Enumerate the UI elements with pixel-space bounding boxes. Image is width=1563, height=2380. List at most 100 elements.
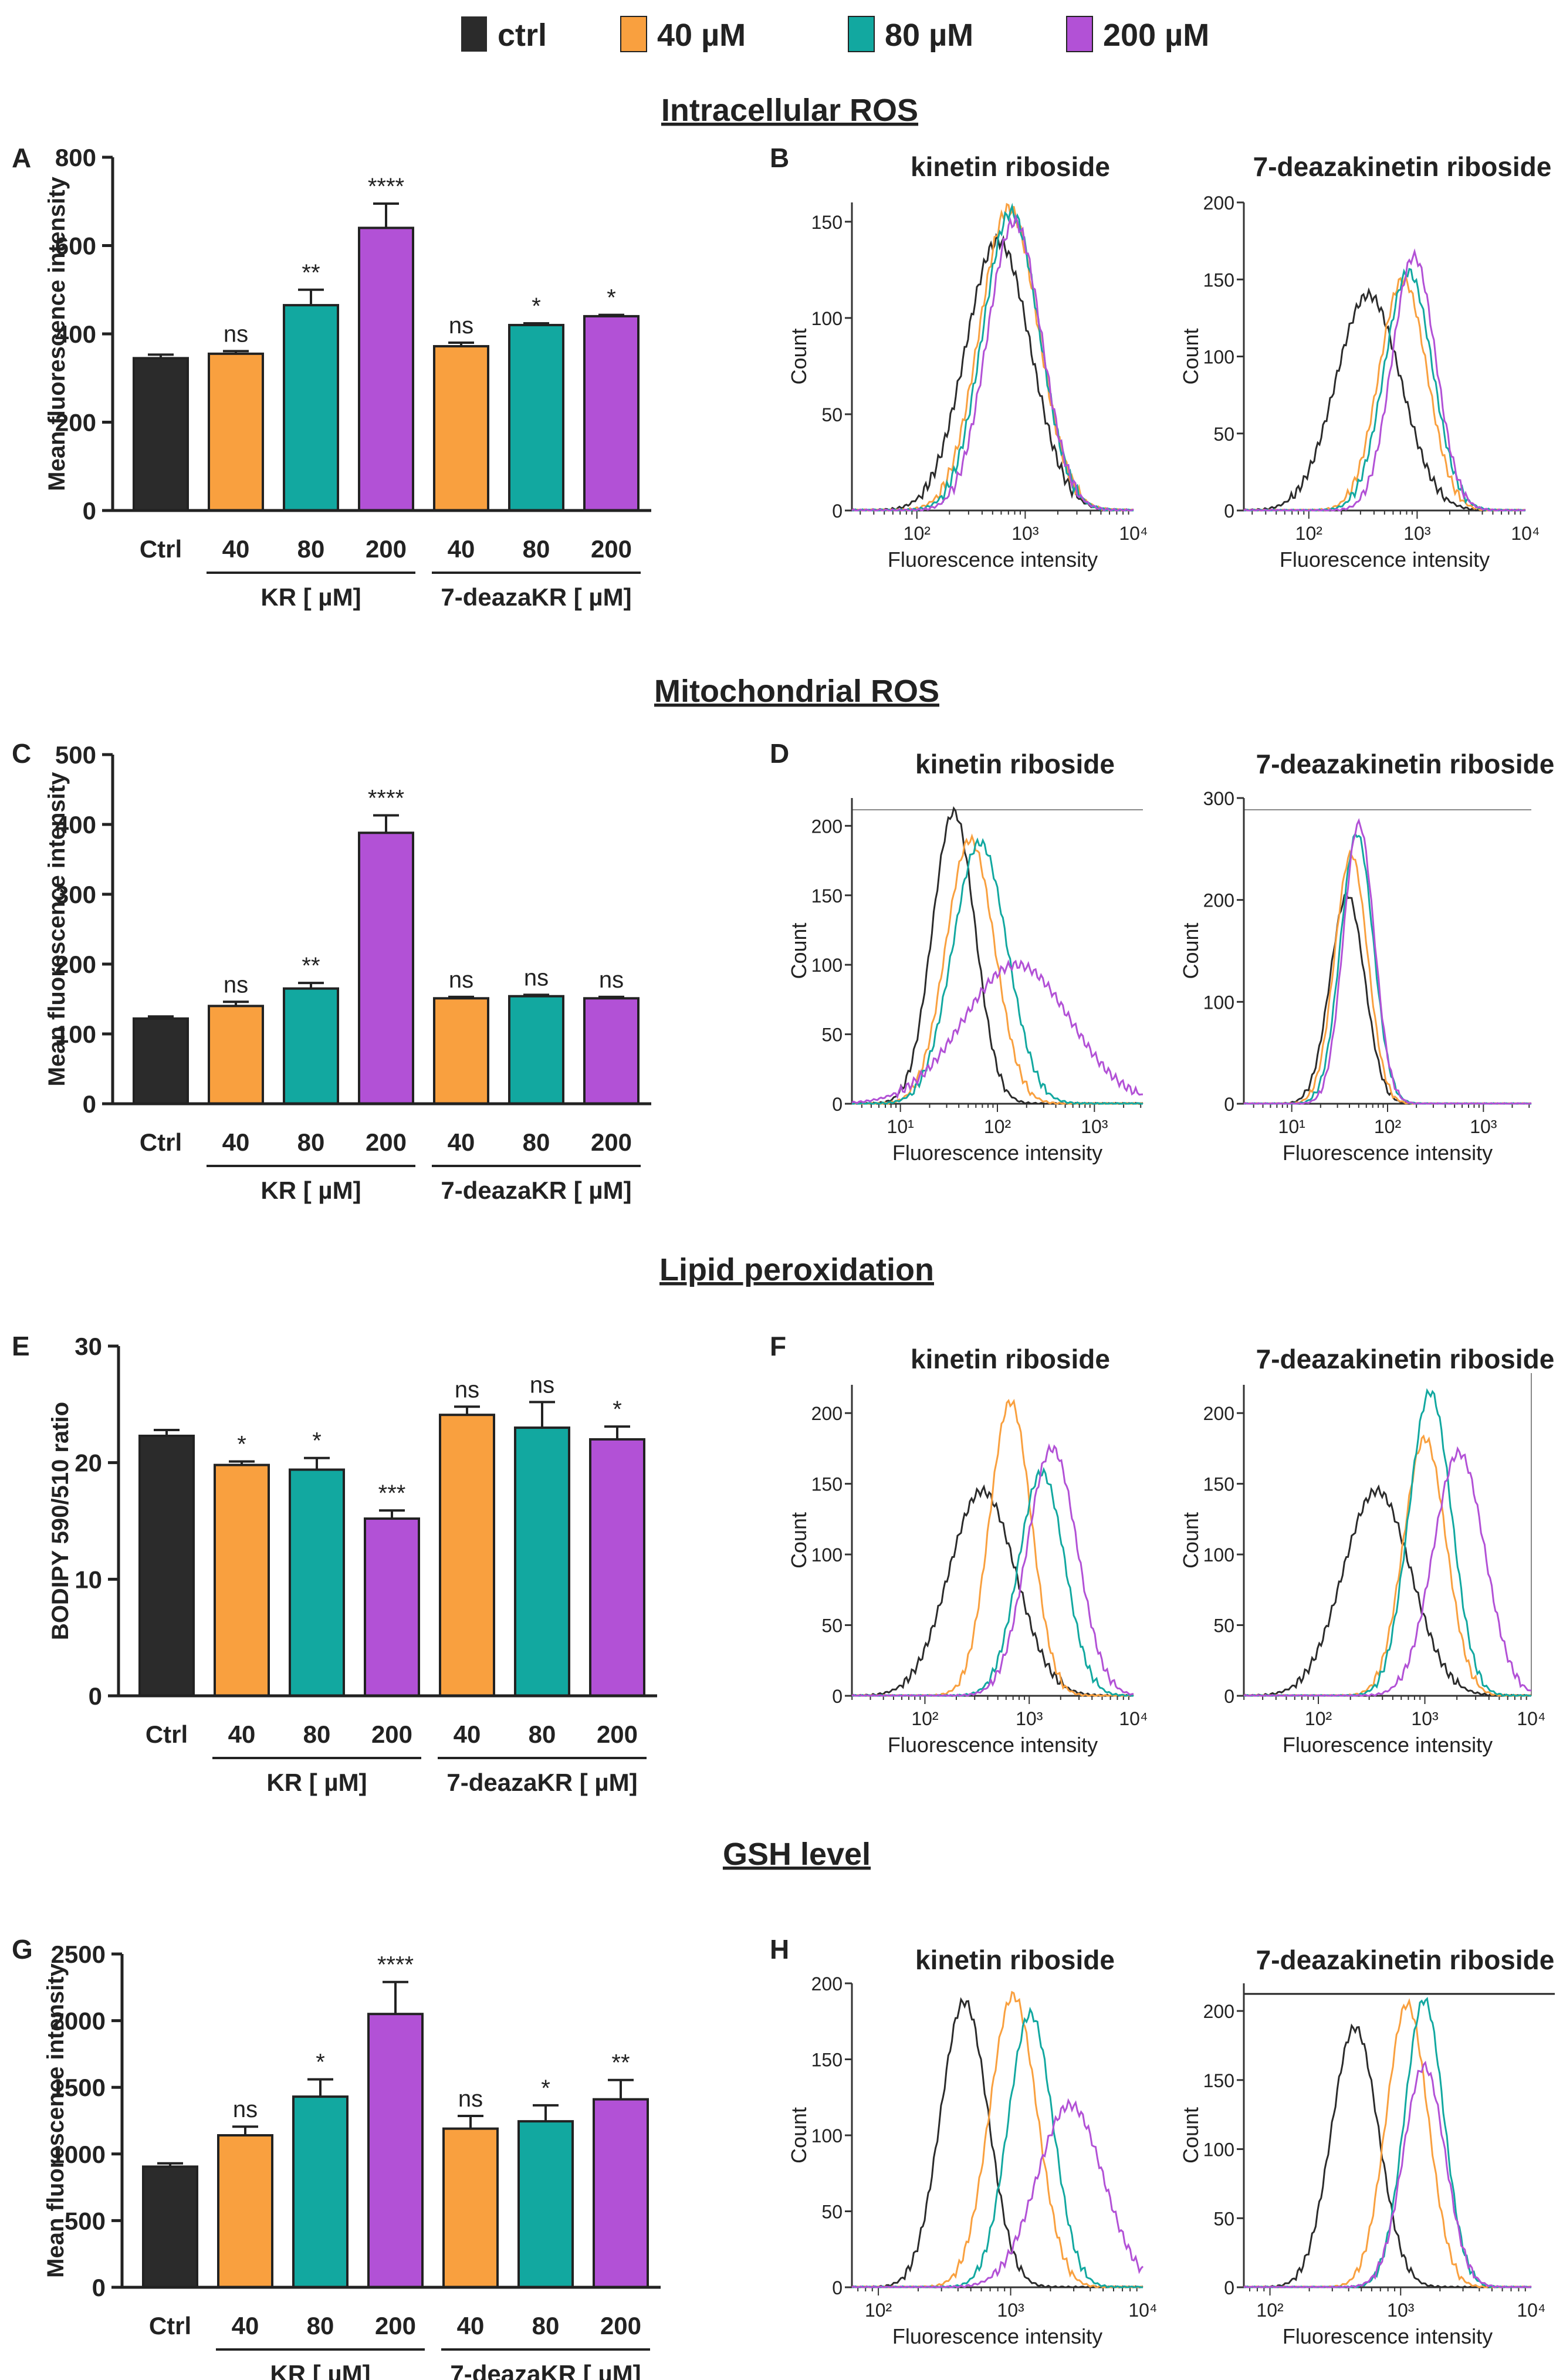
y-tick-label: 100 [811, 1544, 843, 1566]
legend-swatch-80 [848, 16, 875, 52]
histogram-curve-ctrl [851, 232, 1134, 512]
y-tick-label: 50 [821, 1025, 843, 1046]
y-tick-label: 500 [55, 741, 96, 769]
y-tick-label: 0 [832, 2277, 843, 2298]
y-axis-title: Count [787, 1512, 811, 1568]
histogram-curve-80-m [1244, 1997, 1531, 2288]
histogram-curve-40-m [1243, 1998, 1532, 2288]
significance-label: ns [524, 965, 549, 990]
legend-swatch-40 [620, 16, 647, 52]
x-tick-label: 80 [297, 1128, 325, 1156]
y-tick-label: 100 [811, 308, 843, 329]
y-tick-label: 400 [55, 320, 96, 348]
y-axis-title: Mean fluorescence intensity [43, 1963, 69, 2277]
x-tick-label: 10² [1374, 1116, 1402, 1137]
significance-label: ns [233, 2097, 258, 2122]
y-tick-label: 50 [1213, 1615, 1234, 1637]
x-tick-label: 40 [222, 535, 250, 563]
histogram-curve-ctrl [851, 1484, 1134, 1697]
significance-label: * [613, 1397, 622, 1422]
significance-label: * [532, 293, 541, 319]
x-tick-label: 10² [1305, 1708, 1332, 1729]
y-tick-label: 150 [811, 1474, 843, 1495]
significance-label: * [312, 1428, 322, 1454]
y-tick-label: 500 [65, 2207, 106, 2234]
significance-label: *** [378, 1480, 406, 1506]
significance-label: ns [530, 1372, 554, 1398]
bar [358, 831, 414, 1106]
bar [142, 2165, 198, 2289]
panel-letter-E: E [12, 1331, 30, 1361]
x-tick-label: 200 [366, 1128, 407, 1156]
bar-chart-C: C 0 100 200 300 400 500 Mean fluorescence inten… [12, 738, 651, 1204]
x-tick-label: 10⁴ [1128, 2300, 1157, 2321]
panel-letter-G: G [12, 1934, 33, 1965]
y-tick-label: 0 [1224, 2277, 1234, 2298]
y-tick-label: 100 [55, 1020, 96, 1048]
histogram-curve-200-m [851, 214, 1134, 512]
y-tick-label: 150 [811, 885, 843, 907]
y-tick-label: 50 [821, 404, 843, 425]
x-tick-label: 40 [457, 2312, 485, 2340]
x-tick-label: 10² [984, 1116, 1011, 1137]
legend-swatch-200 [1066, 16, 1093, 52]
x-tick-label: 200 [375, 2312, 416, 2340]
x-tick-label: 200 [591, 1128, 632, 1156]
bar [593, 2098, 649, 2288]
x-tick-label: 80 [303, 1720, 331, 1748]
x-tick-label: 80 [523, 535, 550, 563]
y-tick-label: 150 [1203, 1474, 1234, 1495]
histogram-curve-80-m [1244, 832, 1531, 1105]
y-tick-label: 1500 [51, 2074, 106, 2101]
x-tick-label: 200 [591, 535, 632, 563]
y-tick-label: 200 [1203, 890, 1234, 911]
y-tick-label: 150 [1203, 269, 1234, 290]
y-tick-label: 200 [811, 816, 843, 837]
x-axis-title: Fluorescence intensity [892, 2324, 1102, 2348]
histogram-curve-ctrl [851, 1997, 1144, 2288]
histogram-curve-200-m [851, 959, 1144, 1104]
bar [208, 1005, 264, 1106]
significance-label: **** [368, 786, 404, 812]
y-tick-label: 0 [832, 501, 843, 522]
y-tick-label: 50 [821, 2202, 843, 2223]
section-title-mitochondrial-ros: Mitochondrial ROS [654, 674, 939, 709]
histogram-curve-200-m [851, 1443, 1134, 1697]
section-titles: Intracellular ROS Mitochondrial ROS Lipi… [654, 93, 939, 1872]
x-tick-label: 200 [597, 1720, 638, 1748]
legend-item-200: 200 µM [1066, 16, 1209, 53]
group-label: KR [ µM] [270, 2360, 370, 2380]
histogram-title: kinetin riboside [911, 151, 1110, 182]
y-tick-label: 800 [55, 144, 96, 171]
x-tick-label: Ctrl [149, 2312, 191, 2340]
histogram-curve-80-m [852, 837, 1143, 1105]
significance-label: ** [611, 2050, 630, 2076]
x-tick-label: 10³ [1470, 1116, 1497, 1137]
histogram-curve-80-m [1244, 1388, 1531, 1697]
histogram-curve-ctrl [1243, 2023, 1532, 2288]
y-axis-title: Mean fluorescence intensity [44, 772, 70, 1086]
bar [364, 1517, 420, 1697]
bar [138, 1434, 195, 1698]
y-tick-label: 10 [75, 1566, 102, 1593]
y-tick-label: 300 [1203, 788, 1234, 809]
legend-item-ctrl: ctrl [461, 16, 547, 53]
x-tick-label: 80 [532, 2312, 560, 2340]
significance-label: ns [455, 1377, 479, 1402]
histogram-title: kinetin riboside [911, 1344, 1110, 1374]
y-tick-label: 100 [811, 2125, 843, 2146]
bar [517, 2120, 574, 2288]
x-tick-label: 10⁴ [1517, 1708, 1545, 1729]
y-tick-label: 200 [811, 1973, 843, 1994]
histogram-curve-40-m [851, 1398, 1134, 1697]
x-tick-label: 40 [448, 1128, 475, 1156]
group-label: KR [ µM] [266, 1769, 367, 1796]
y-tick-label: 20 [75, 1449, 102, 1477]
y-axis-title: Count [1179, 1512, 1203, 1568]
y-tick-label: 2000 [51, 2007, 106, 2035]
x-tick-label: 10² [904, 523, 931, 544]
